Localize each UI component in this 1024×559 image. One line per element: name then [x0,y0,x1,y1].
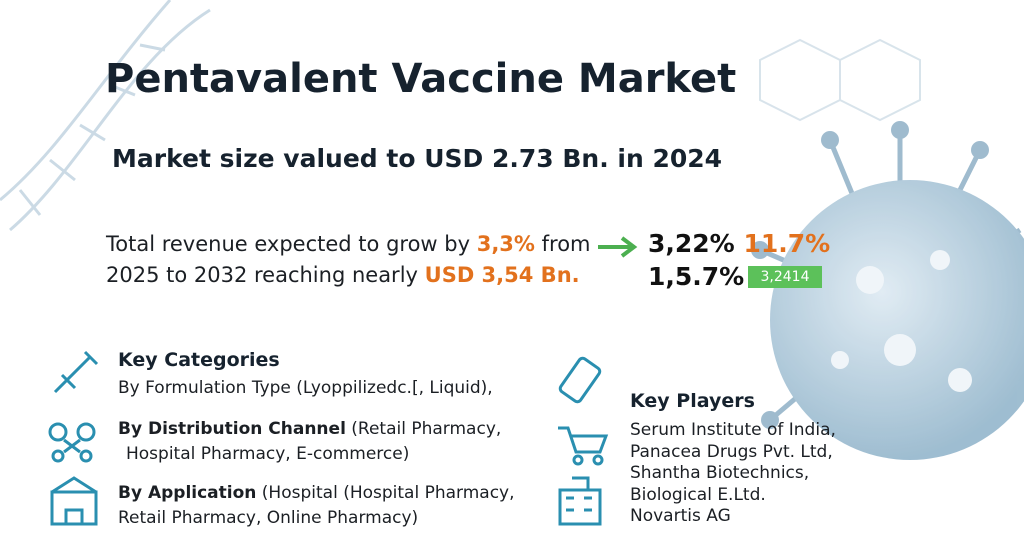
highlight: 3,3% [476,232,535,256]
player: Novartis AG [630,506,731,526]
category-name: By Application [118,483,257,503]
category: By Distribution Channel (Retail Pharmacy… [118,419,501,439]
stat-value: 1,5.7% [648,262,745,291]
player: Serum Institute of India, [630,420,836,440]
player: Biological E.Ltd. [630,484,766,505]
category: By Application (Hospital (Hospital Pharm… [118,483,515,503]
category: By Formulation Type (Lyoppilizedc.[, Liq… [118,378,493,398]
growth-line: 2025 to 2032 reaching nearly USD 3,54 Bn… [106,263,580,287]
text: 2025 to 2032 reaching nearly [106,263,425,287]
stat-badge: 3,2414 [748,266,822,288]
arrow [598,236,638,258]
player: Shantha Biotechnics, [630,463,810,483]
section-title: Key Players [630,390,755,412]
stat-value: 3,22% [648,229,735,258]
text: (Retail Pharmacy, [345,419,502,439]
subtitle: Market size valued to USD 2.73 Bn. in 20… [112,144,723,173]
dna [0,0,211,232]
highlight: USD 3,54 Bn. [424,263,580,287]
category-name: By Distribution Channel [118,419,346,439]
virus [751,121,1024,460]
growth-line: Total revenue expected to grow by 3,3% f… [106,232,591,256]
category-line: Hospital Pharmacy, E-commerce) [126,444,410,464]
section-title: Key Categories [118,349,280,371]
text: (Hospital (Hospital Pharmacy, [256,483,515,503]
stat-highlight: 11.7% [743,229,831,258]
stat-row: 3,22% 11.7% [648,229,830,258]
text: Total revenue expected to grow by [106,232,477,256]
molecule [759,38,921,122]
icons [48,350,609,526]
player: Panacea Drugs Pvt. Ltd, [630,441,833,462]
text: from [534,232,591,256]
title: Pentavalent Vaccine Market [105,56,737,102]
category-line: Retail Pharmacy, Online Pharmacy) [118,508,419,528]
